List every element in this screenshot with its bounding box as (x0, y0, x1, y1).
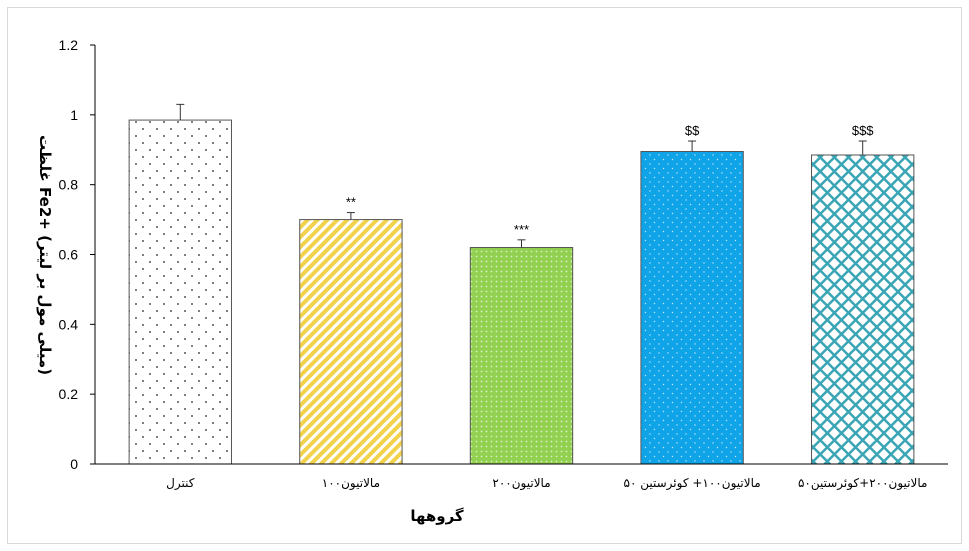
category-label: مالاتیون۲۰۰ (492, 476, 550, 491)
bar-group (128, 103, 232, 465)
bar (640, 150, 744, 465)
bar-group (469, 239, 574, 465)
y-tick-label: 1 (70, 107, 78, 123)
y-axis-title: غلظت Fe2+ (میلی مول بر لیتر) (36, 135, 54, 375)
category-label: مالاتیون۱۰۰ (322, 476, 380, 491)
bar (811, 154, 915, 465)
y-tick-label: 0 (70, 456, 78, 472)
y-tick-label: 0.6 (59, 247, 79, 263)
category-label: مالاتیون۱۰۰+ کوئرستین ۵۰ (624, 476, 761, 491)
significance-label: ** (346, 195, 356, 210)
y-tick-label: 0.4 (59, 316, 79, 332)
y-tick-label: 0.2 (59, 386, 79, 402)
bar-group (299, 212, 403, 465)
bar (299, 219, 403, 465)
significance-label: *** (514, 222, 529, 237)
significance-label: $$ (685, 123, 700, 138)
x-axis-title: گروهها (410, 507, 464, 525)
significance-label: $$$ (852, 123, 874, 138)
y-tick-label: 0.8 (59, 177, 79, 193)
bar-group (811, 140, 915, 465)
category-label: کنترل (166, 476, 195, 491)
bar (128, 119, 232, 465)
bar (469, 247, 574, 465)
bar-group (640, 140, 744, 465)
category-label: مالاتیون۲۰۰+کوئرستین۵۰ (798, 476, 928, 491)
y-tick-label: 1.2 (59, 37, 79, 53)
